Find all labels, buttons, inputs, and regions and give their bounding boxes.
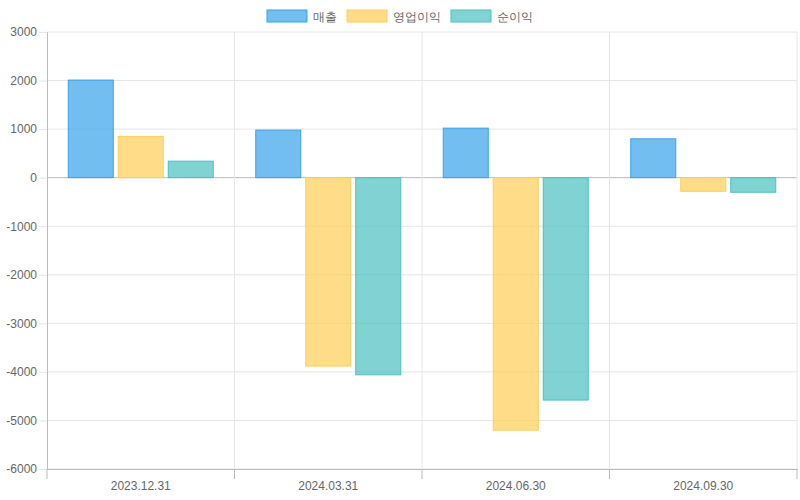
y-tick-mark [39,323,47,324]
y-tick-mark [39,469,47,470]
bar[interactable] [631,139,676,178]
y-tick-label: -3000 [6,317,37,331]
y-tick-mark [39,372,47,373]
grid-line-vertical [422,32,423,469]
x-tick-label: 2024.06.30 [486,479,546,493]
legend: 매출 영업이익 순이익 [267,10,533,24]
legend-label: 영업이익 [393,10,441,24]
y-tick-label: 0 [30,171,37,185]
bar[interactable] [118,136,163,177]
bars [68,80,776,430]
x-tick: 2024.03.31 [298,479,358,493]
grid-line-vertical [609,32,610,469]
bar[interactable] [731,178,776,193]
x-tick: 2024.09.30 [673,479,733,493]
y-tick: -6000 [6,462,47,476]
x-tick-label: 2024.03.31 [298,479,358,493]
bar[interactable] [443,128,488,178]
bar[interactable] [256,130,301,178]
y-tick: 2000 [10,74,47,88]
grid-line-vertical [797,32,798,469]
legend-label: 순이익 [497,10,533,24]
y-tick-mark [39,420,47,421]
y-tick-label: 2000 [10,74,37,88]
y-tick: 0 [30,171,47,185]
legend-item[interactable]: 매출 [267,10,337,24]
y-tick: 1000 [10,122,47,136]
bar[interactable] [356,178,401,375]
legend-swatch [451,10,491,22]
x-tick-mark [609,469,610,479]
y-tick-label: -5000 [6,414,37,428]
x-tick-mark [234,469,235,479]
y-tick: 3000 [10,25,47,39]
y-tick-label: -1000 [6,220,37,234]
y-tick-mark [39,178,47,179]
x-tick: 2023.12.31 [111,479,171,493]
grid-line-vertical [234,32,235,469]
y-tick: -1000 [6,220,47,234]
legend-item[interactable]: 순이익 [451,10,533,24]
plot: -6000 -5000 -4000 -3000 -2000 -1000 0 1000 2000 3… [6,25,797,492]
x-axis: 2023.12.31 2024.03.31 2024.06.30 2024.09.30 [47,469,798,493]
bar[interactable] [168,161,213,178]
bar[interactable] [306,178,351,366]
y-tick-label: -2000 [6,268,37,282]
y-tick-mark [39,275,47,276]
y-tick-mark [39,81,47,82]
x-tick-mark [422,469,423,479]
y-axis-line [39,33,48,470]
x-tick-label: 2023.12.31 [111,479,171,493]
grid [47,32,797,469]
bar[interactable] [68,80,113,178]
legend-item[interactable]: 영업이익 [347,10,441,24]
y-tick: -4000 [6,365,47,379]
y-tick-mark [39,129,47,130]
x-tick: 2024.06.30 [486,479,546,493]
x-tick-mark [47,469,48,479]
legend-swatch [347,10,387,22]
y-tick: -5000 [6,414,47,428]
y-tick-label: -6000 [6,462,37,476]
y-axis: -6000 -5000 -4000 -3000 -2000 -1000 0 1000 2000 3… [6,25,47,476]
legend-swatch [267,10,307,22]
y-tick-label: 1000 [10,122,37,136]
y-tick-mark [39,32,47,33]
y-tick-label: 3000 [10,25,37,39]
bar[interactable] [493,178,538,430]
y-tick: -3000 [6,317,47,331]
bar[interactable] [681,178,726,192]
bar[interactable] [543,178,588,400]
chart: -6000 -5000 -4000 -3000 -2000 -1000 0 1000 2000 3… [0,0,800,500]
legend-label: 매출 [313,10,337,24]
y-tick-label: -4000 [6,365,37,379]
x-tick-mark [797,469,798,479]
y-tick: -2000 [6,268,47,282]
y-tick-mark [39,226,47,227]
x-tick-label: 2024.09.30 [673,479,733,493]
